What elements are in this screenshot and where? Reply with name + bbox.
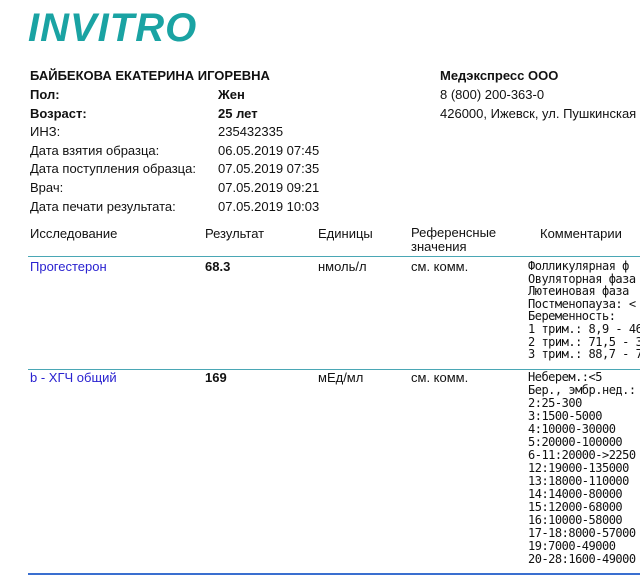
comment-line: Бер., эмбр.нед.: <box>528 383 636 397</box>
lab-address: 426000, Ижевск, ул. Пушкинская <box>440 106 637 121</box>
comment-line: 16:10000-58000 <box>528 513 623 527</box>
comment-line: 4:10000-30000 <box>528 422 616 436</box>
comment-line: Постменопауза: < <box>528 296 636 311</box>
comment-line: Фолликулярная ф <box>528 259 629 273</box>
comment-line: 3:1500-5000 <box>528 409 602 423</box>
logo: INVITRO <box>28 6 198 50</box>
comment-line: 14:14000-80000 <box>528 487 623 501</box>
test-name: b - ХГЧ общий <box>30 370 117 385</box>
comment-line: 19:7000-49000 <box>528 539 616 553</box>
field-value: 06.05.2019 07:45 <box>218 142 320 158</box>
column-header: Комментарии <box>540 226 622 241</box>
field-value: 25 лет <box>218 105 258 121</box>
comment-line: Беременность: <box>528 309 616 324</box>
divider <box>28 573 640 575</box>
reference: см. комм. <box>411 370 469 385</box>
field-label: Дата взятия образца: <box>30 142 160 158</box>
field-label: Возраст: <box>30 105 87 121</box>
column-header: Единицы <box>318 226 373 241</box>
comment-line: Овуляторная фаза <box>528 271 636 286</box>
patient-name: БАЙБЕКОВА ЕКАТЕРИНА ИГОРЕВНА <box>30 68 270 83</box>
field-value: 07.05.2019 07:35 <box>218 161 320 177</box>
comment-line: 15:12000-68000 <box>528 500 623 514</box>
column-header: Исследование <box>30 226 118 241</box>
comment-line: 1 трим.: 8,9 - 468, <box>528 322 640 336</box>
units: мЕд/мл <box>318 370 364 385</box>
field-value: 07.05.2019 09:21 <box>218 180 320 195</box>
result: 169 <box>205 370 227 385</box>
comment-line: Лютеиновая фаза <box>528 284 629 299</box>
field-label: Дата печати результата: <box>30 198 176 214</box>
field-value: 235432335 <box>218 124 284 140</box>
comment-line: 2 трим.: 71,5 - 303 <box>528 334 640 349</box>
field-label: Дата поступления образца: <box>30 161 196 177</box>
result: 68.3 <box>205 259 231 274</box>
test-name: Прогестерон <box>30 259 107 274</box>
comment-line: 6-11:20000->2250 <box>528 448 636 462</box>
comment-line: 5:20000-100000 <box>528 435 623 449</box>
comment-line: 17-18:8000-57000 <box>528 526 636 540</box>
field-label: Врач: <box>30 180 64 195</box>
comment-line: 3 трим.: 88,7 - 771 <box>528 347 640 362</box>
comment-line: 12:19000-135000 <box>528 461 629 475</box>
comment-line: 20-28:1600-49000 <box>528 552 636 566</box>
divider <box>28 256 640 257</box>
lab-phone: 8 (800) 200-363-0 <box>440 87 545 102</box>
reference: см. комм. <box>411 259 469 274</box>
divider <box>28 369 640 370</box>
column-header: Результат <box>205 226 265 241</box>
comment-line: 2:25-300 <box>528 396 582 410</box>
field-label: Пол: <box>30 87 60 102</box>
comment-line: 13:18000-110000 <box>528 474 629 488</box>
column-header: Референсные значения <box>411 225 497 254</box>
field-value: 07.05.2019 10:03 <box>218 198 320 214</box>
units: нмоль/л <box>318 259 367 274</box>
field-value: Жен <box>218 87 245 102</box>
lab-name: Медэкспресс ООО <box>440 68 559 83</box>
field-label: ИНЗ: <box>30 124 61 140</box>
comment-line: Неберем.:<5 <box>528 370 602 384</box>
